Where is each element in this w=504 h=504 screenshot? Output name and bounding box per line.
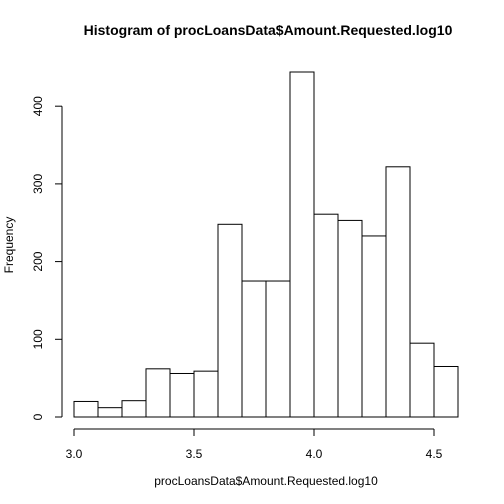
y-axis: 0 100 200 300 400 <box>31 96 63 420</box>
x-axis: 3.0 3.5 4.0 4.5 <box>66 428 443 461</box>
histogram-bar <box>193 370 219 418</box>
histogram-bar <box>169 372 195 418</box>
y-tick-label: 0 <box>31 413 45 420</box>
histogram-bar <box>97 407 123 418</box>
x-tick-label: 4.5 <box>426 447 443 461</box>
histogram-bar <box>313 213 339 418</box>
x-tick-label: 4.0 <box>306 447 323 461</box>
histogram-bar <box>265 280 291 418</box>
histogram-bar <box>121 400 147 418</box>
histogram-bar <box>433 365 459 418</box>
histogram-bar <box>217 223 243 418</box>
histogram-bar <box>385 166 411 418</box>
histogram-bar <box>361 235 387 418</box>
histogram-bar <box>241 280 267 418</box>
histogram-bar <box>145 368 171 418</box>
y-tick-label: 100 <box>31 329 45 349</box>
x-tick-label: 3.0 <box>66 447 83 461</box>
bars-group <box>73 71 459 418</box>
y-tick-label: 200 <box>31 251 45 271</box>
histogram-bar <box>73 400 99 418</box>
histogram-bar <box>409 342 435 418</box>
y-tick-label: 400 <box>31 96 45 116</box>
histogram-bar <box>289 71 315 418</box>
x-tick-label: 3.5 <box>186 447 203 461</box>
x-axis-label: procLoansData$Amount.Requested.log10 <box>154 474 378 488</box>
histogram-bar <box>337 219 363 418</box>
chart-title: Histogram of procLoansData$Amount.Reques… <box>84 22 453 38</box>
y-axis-label: Frequency <box>2 217 16 274</box>
y-tick-label: 300 <box>31 174 45 194</box>
